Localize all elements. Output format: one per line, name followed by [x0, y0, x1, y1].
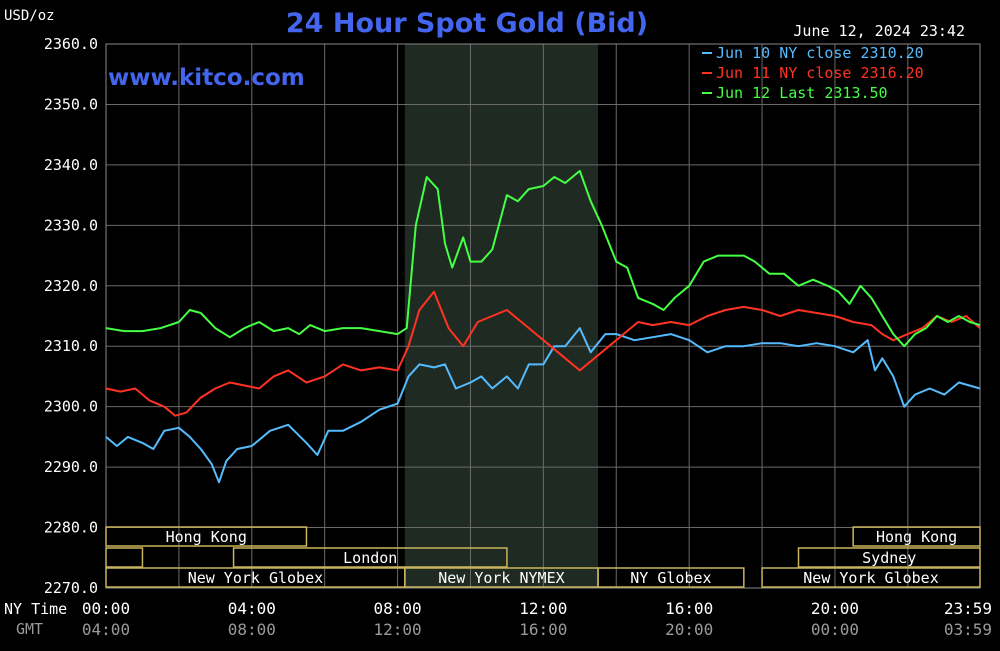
- x-tick-label-ny: 20:00: [811, 599, 859, 618]
- x-tick-label-gmt: 16:00: [519, 620, 567, 639]
- axes: 2270.0 2280.0 2290.0 2300.0 2310.0 2320.0 2330…: [44, 35, 992, 639]
- session-label: New York Globex: [188, 569, 323, 587]
- y-tick-label: 2330.0: [44, 216, 98, 234]
- y-tick-label: 2270.0: [44, 579, 98, 597]
- legend-item-jun10: Jun 10 NY close 2310.20: [716, 44, 924, 62]
- x-tick-label-gmt: 03:59: [944, 620, 992, 639]
- session-box: [852, 526, 981, 547]
- x-tick-label-gmt: 20:00: [665, 620, 713, 639]
- x-tick-label-ny: 08:00: [373, 599, 421, 618]
- y-tick-label: 2280.0: [44, 519, 98, 537]
- ny-time-axis-label: NY Time: [4, 600, 67, 618]
- x-tick-label-ny: 04:00: [228, 599, 276, 618]
- x-tick-label-gmt: 08:00: [228, 620, 276, 639]
- session-label: London: [343, 549, 397, 567]
- legend-item-jun12: Jun 12 Last 2313.50: [716, 84, 888, 102]
- y-tick-label: 2290.0: [44, 458, 98, 476]
- price-series: [105, 169, 981, 484]
- session-box: [232, 547, 508, 568]
- y-tick-label: 2310.0: [44, 337, 98, 355]
- legend-item-jun11: Jun 11 NY close 2316.20: [716, 64, 924, 82]
- gmt-axis-label: GMT: [16, 620, 43, 638]
- series-line-2: [105, 169, 981, 348]
- plot-frame: [105, 43, 981, 589]
- session-box: [105, 526, 308, 547]
- session-box: [597, 567, 745, 588]
- series-line-1: [105, 290, 981, 417]
- x-tick-label-ny: 23:59: [944, 599, 992, 618]
- session-box: [105, 547, 144, 568]
- watermark: www.kitco.com: [108, 65, 305, 91]
- x-tick-label-ny: 12:00: [519, 599, 567, 618]
- y-tick-label: 2300.0: [44, 398, 98, 416]
- x-tick-label-gmt: 12:00: [373, 620, 421, 639]
- chart-title: 24 Hour Spot Gold (Bid): [286, 8, 648, 39]
- grid: [105, 43, 981, 589]
- x-tick-label-gmt: 04:00: [82, 620, 130, 639]
- session-label: Hong Kong: [876, 528, 957, 546]
- unit-label: USD/oz: [4, 8, 55, 24]
- x-tick-label-gmt: 00:00: [811, 620, 859, 639]
- session-label: NY Globex: [630, 569, 711, 587]
- nymex-shade-rect: [404, 44, 599, 588]
- x-tick-label-ny: 00:00: [82, 599, 130, 618]
- x-tick-label-ny: 16:00: [665, 599, 713, 618]
- y-tick-label: 2360.0: [44, 35, 98, 53]
- y-tick-label: 2340.0: [44, 156, 98, 174]
- session-label: Sydney: [862, 549, 916, 567]
- y-tick-label: 2320.0: [44, 277, 98, 295]
- datetime-label: June 12, 2024 23:42: [793, 22, 965, 40]
- legend: Jun 10 NY close 2310.20 Jun 11 NY close …: [702, 44, 924, 102]
- nymex-session-shade: [404, 44, 599, 588]
- session-label: Hong Kong: [166, 528, 247, 546]
- session-box: [761, 567, 981, 588]
- session-box: [797, 547, 981, 568]
- session-label: New York Globex: [803, 569, 938, 587]
- session-label: New York NYMEX: [438, 569, 564, 587]
- y-tick-label: 2350.0: [44, 95, 98, 113]
- series-line-0: [105, 327, 981, 484]
- trading-sessions: Hong Kong London New York Globex New York N…: [105, 526, 981, 588]
